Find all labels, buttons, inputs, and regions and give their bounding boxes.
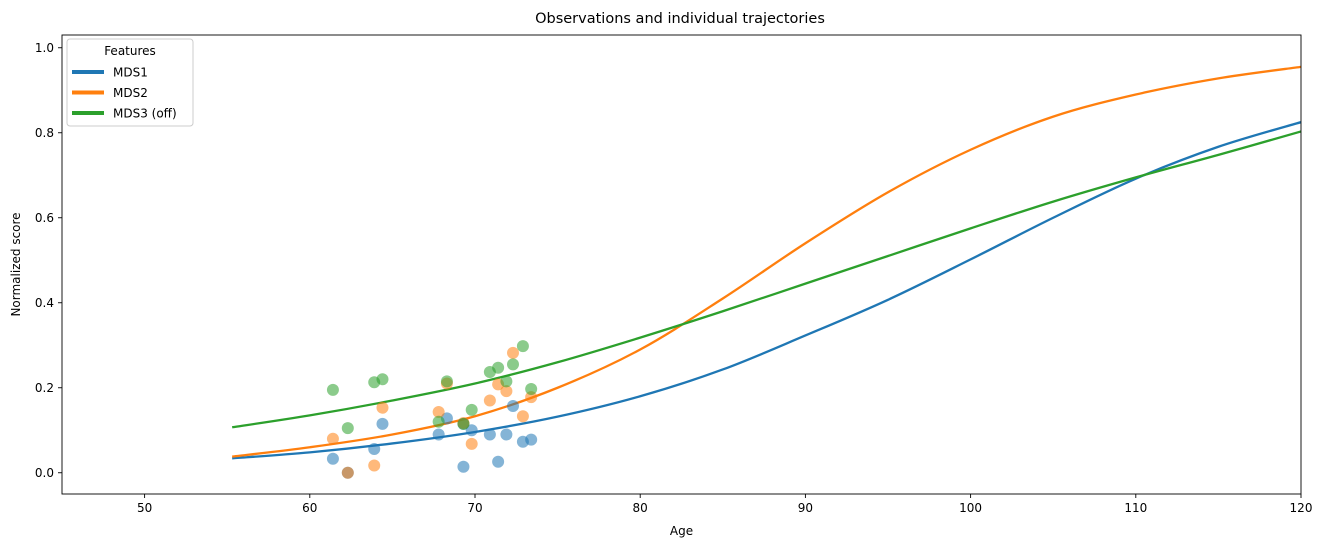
trajectory-line-2 bbox=[232, 65, 1301, 458]
x-axis: 50 60 70 80 90 100 110 120 bbox=[137, 494, 1312, 515]
data-point-series-1 bbox=[492, 455, 505, 468]
data-point-series-2 bbox=[368, 459, 381, 472]
legend-title: Features bbox=[104, 44, 156, 58]
x-tick-label: 110 bbox=[1124, 501, 1147, 515]
data-point-series-2 bbox=[483, 394, 496, 407]
data-point-series-2 bbox=[465, 437, 478, 450]
data-point-series-2 bbox=[500, 385, 513, 398]
data-point-series-2 bbox=[432, 405, 445, 418]
y-tick-label: 1.0 bbox=[35, 41, 54, 55]
y-tick-label: 0.6 bbox=[35, 211, 54, 225]
chart-title: Observations and individual trajectories bbox=[535, 11, 825, 27]
y-tick-label: 0.0 bbox=[35, 466, 54, 480]
data-point-series-1 bbox=[483, 428, 496, 441]
data-point-series-3 bbox=[341, 422, 354, 435]
y-tick-label: 0.2 bbox=[35, 381, 54, 395]
data-point-series-1 bbox=[465, 424, 478, 437]
data-point-series-3 bbox=[525, 383, 538, 396]
data-point-series-2 bbox=[507, 346, 519, 359]
data-point-series-3 bbox=[465, 403, 478, 416]
data-point-series-1 bbox=[326, 452, 339, 465]
observation-points bbox=[326, 340, 538, 479]
y-axis: 0.0 0.2 0.4 0.6 0.8 1.0 bbox=[35, 41, 62, 480]
trajectory-line-3 bbox=[231, 130, 1301, 429]
data-point-series-2 bbox=[376, 401, 389, 414]
x-tick-label: 50 bbox=[137, 501, 152, 515]
legend-items: MDS1 MDS2 MDS3 (off) bbox=[72, 66, 177, 121]
data-point-series-3 bbox=[432, 415, 445, 428]
y-axis-title: Normalized score bbox=[9, 212, 23, 316]
data-point-series-3 bbox=[440, 375, 453, 388]
data-point-series-3 bbox=[516, 340, 529, 353]
legend-label-1: MDS1 bbox=[113, 66, 148, 80]
legend-label-3: MDS3 (off) bbox=[113, 107, 177, 121]
x-tick-label: 80 bbox=[633, 501, 648, 515]
data-point-series-1 bbox=[368, 442, 381, 455]
data-point-series-3 bbox=[376, 373, 389, 386]
data-point-series-3 bbox=[507, 358, 519, 371]
data-point-series-3 bbox=[326, 383, 339, 396]
data-point-series-3 bbox=[500, 375, 513, 388]
data-point-series-1 bbox=[432, 428, 445, 441]
legend: Features MDS1 MDS2 MDS3 (off) bbox=[66, 38, 194, 127]
y-tick-label: 0.4 bbox=[35, 296, 54, 310]
data-point-series-1 bbox=[507, 400, 519, 413]
trajectory-curves bbox=[231, 65, 1301, 460]
data-point-series-2 bbox=[326, 432, 339, 445]
data-point-series-2 bbox=[341, 466, 354, 479]
data-point-series-2 bbox=[516, 410, 529, 423]
legend-box bbox=[66, 38, 194, 127]
legend-label-2: MDS2 bbox=[113, 86, 148, 100]
data-point-series-3 bbox=[457, 417, 470, 430]
data-point-series-1 bbox=[525, 433, 538, 446]
plot-frame bbox=[61, 34, 1302, 495]
x-tick-label: 60 bbox=[302, 501, 317, 515]
x-tick-label: 120 bbox=[1290, 501, 1313, 515]
x-tick-label: 100 bbox=[959, 501, 982, 515]
data-point-series-1 bbox=[457, 460, 470, 473]
data-point-series-1 bbox=[376, 417, 389, 430]
x-tick-label: 70 bbox=[467, 501, 482, 515]
trajectory-line-1 bbox=[232, 121, 1301, 460]
x-axis-title: Age bbox=[670, 524, 693, 538]
x-tick-label: 90 bbox=[798, 501, 813, 515]
data-point-series-1 bbox=[500, 428, 513, 441]
data-point-series-3 bbox=[492, 361, 505, 374]
y-tick-label: 0.8 bbox=[35, 126, 54, 140]
